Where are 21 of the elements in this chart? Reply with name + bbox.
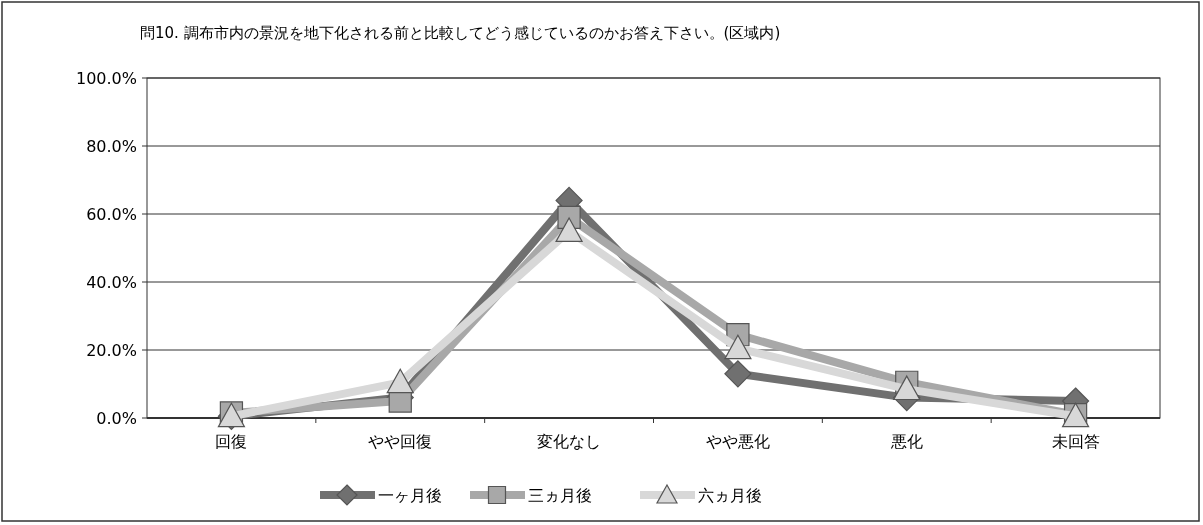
point bbox=[555, 217, 583, 242]
legend-label: 六ヵ月後 bbox=[698, 486, 762, 505]
point bbox=[893, 375, 921, 401]
y-tick-label: 0.0% bbox=[96, 409, 137, 428]
point bbox=[386, 368, 414, 394]
x-tick-label: やや回復 bbox=[368, 432, 433, 451]
point bbox=[724, 334, 752, 360]
y-tick-label: 100.0% bbox=[75, 69, 137, 88]
x-tick-label: 変化なし bbox=[537, 432, 602, 451]
x-tick-label: 未回答 bbox=[1051, 432, 1100, 451]
x-tick-label: 悪化 bbox=[889, 432, 923, 451]
x-tick-label: やや悪化 bbox=[705, 432, 770, 451]
y-tick-label: 40.0% bbox=[86, 273, 137, 292]
y-tick-label: 60.0% bbox=[86, 205, 137, 224]
point bbox=[724, 360, 752, 388]
legend-label: 一ヶ月後 bbox=[378, 486, 442, 505]
x-tick-label: 回復 bbox=[215, 432, 248, 451]
y-tick-label: 20.0% bbox=[86, 341, 137, 360]
chart-title: 問10. 調布市内の景況を地下化される前と比較してどう感じているのかお答え下さい。(区域内) bbox=[140, 24, 781, 42]
legend-label: 三ヵ月後 bbox=[528, 486, 592, 505]
y-tick-label: 80.0% bbox=[86, 137, 137, 156]
